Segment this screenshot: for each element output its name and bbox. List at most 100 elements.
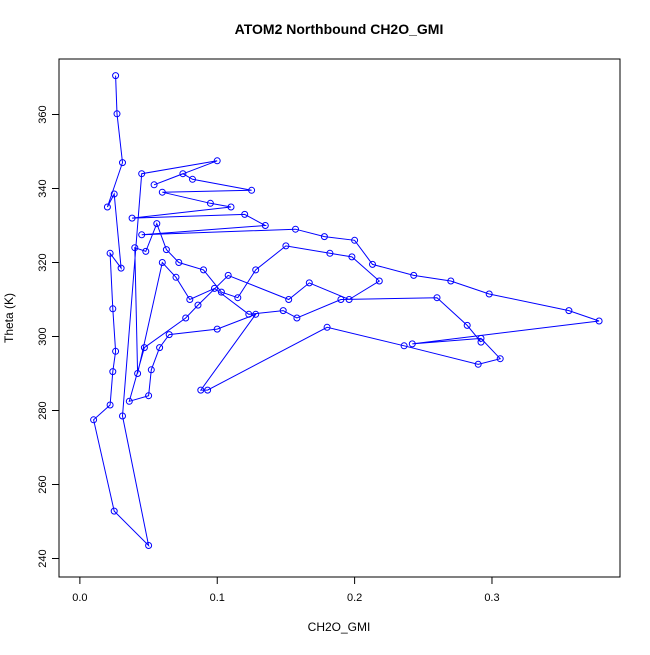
data-point	[447, 277, 455, 285]
data-point	[109, 305, 117, 313]
y-axis-label: Theta (K)	[2, 293, 16, 343]
data-point	[375, 277, 383, 285]
data-point	[119, 159, 126, 167]
data-point	[245, 310, 253, 318]
data-point	[400, 342, 408, 350]
data-point	[345, 296, 353, 303]
data-point	[433, 294, 441, 302]
data-point	[408, 340, 416, 348]
data-point	[119, 412, 126, 420]
data-point	[485, 290, 493, 298]
data-point	[138, 170, 146, 178]
chart-title: ATOM2 Northbound CH2O_GMI	[235, 21, 444, 37]
data-point	[165, 331, 173, 339]
data-point	[110, 190, 118, 198]
data-point	[285, 296, 293, 303]
data-point	[106, 249, 114, 257]
x-tick-label: 0.3	[484, 592, 499, 604]
data-point	[463, 321, 471, 329]
data-point	[90, 416, 98, 424]
data-point	[125, 397, 133, 405]
data-point	[204, 386, 212, 394]
data-point	[252, 310, 260, 318]
y-tick-label: 280	[37, 401, 49, 419]
y-tick-label: 340	[37, 179, 49, 197]
data-point	[234, 294, 242, 302]
data-point	[217, 288, 225, 296]
data-point	[145, 392, 153, 400]
data-point	[156, 344, 164, 352]
data-point	[117, 264, 125, 272]
data-point	[110, 507, 118, 515]
data-point	[496, 355, 504, 363]
x-tick-label: 0.0	[72, 592, 87, 604]
data-point	[112, 347, 120, 355]
data-point	[351, 236, 359, 244]
y-tick-label: 300	[37, 327, 49, 345]
y-tick-label: 260	[37, 475, 49, 493]
data-point	[145, 542, 153, 549]
data-point	[175, 259, 183, 266]
data-point	[320, 233, 328, 241]
data-point	[113, 110, 121, 118]
y-tick-label: 360	[37, 105, 49, 123]
y-tick-label: 240	[37, 549, 49, 567]
data-point	[213, 157, 221, 165]
data-point	[261, 222, 269, 229]
x-tick-label: 0.2	[347, 592, 362, 604]
data-point	[224, 271, 232, 279]
data-point	[348, 253, 356, 261]
data-point	[172, 273, 180, 281]
data-point	[206, 199, 214, 207]
data-point	[153, 220, 161, 228]
data-point	[293, 314, 301, 322]
data-point	[150, 181, 158, 189]
x-axis: 0.0 0.1 0.2 0.3	[72, 576, 500, 604]
data-point	[248, 186, 256, 194]
data-point	[477, 338, 485, 346]
data-point	[138, 231, 146, 239]
series-line	[93, 75, 600, 548]
data-point	[477, 334, 485, 342]
data-point	[103, 203, 111, 211]
data-point	[241, 210, 249, 218]
data-point	[186, 296, 194, 303]
data-point	[182, 314, 190, 322]
data-point	[565, 307, 573, 315]
data-point	[323, 323, 331, 331]
data-point	[158, 259, 166, 266]
data-point	[140, 344, 148, 352]
data-point	[305, 279, 313, 287]
data-point	[369, 260, 376, 268]
data-point	[197, 386, 205, 394]
data-point	[282, 242, 290, 250]
data-point	[128, 214, 136, 222]
data-point	[200, 266, 207, 274]
y-tick-label: 320	[37, 253, 49, 271]
data-point	[194, 301, 202, 309]
data-point	[595, 317, 603, 325]
data-point	[131, 244, 139, 252]
data-point	[211, 284, 218, 292]
data-point	[147, 366, 155, 374]
x-axis-label: CH2O_GMI	[308, 620, 371, 634]
data-point	[292, 225, 299, 233]
data-point	[279, 307, 287, 315]
data-point	[134, 370, 142, 377]
data-point	[162, 246, 170, 254]
data-point	[337, 296, 345, 303]
data-point	[252, 266, 260, 274]
data-point	[109, 368, 117, 376]
data-point	[106, 401, 114, 409]
data-point	[213, 325, 221, 333]
y-axis: 240 260 280 300 320 340 360	[37, 105, 60, 568]
data-point	[326, 249, 334, 257]
series-layer	[90, 72, 603, 549]
data-point	[189, 175, 196, 183]
data-point	[142, 247, 150, 255]
data-point	[179, 170, 187, 178]
x-tick-label: 0.1	[210, 592, 225, 604]
data-point	[474, 360, 482, 368]
